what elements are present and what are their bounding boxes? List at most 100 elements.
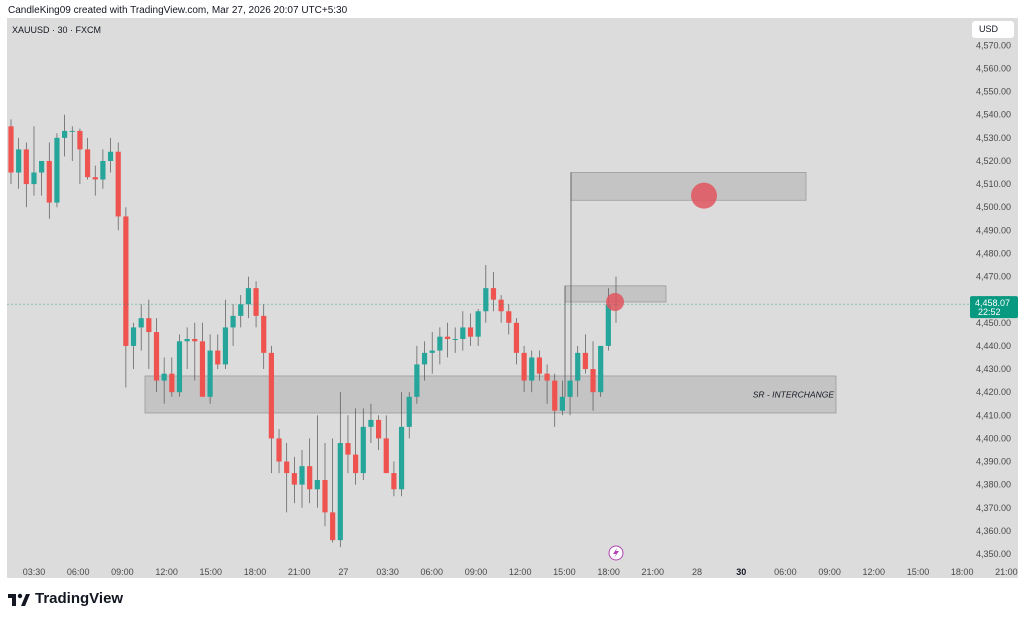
candle [475, 308, 481, 346]
candle-body [153, 332, 160, 381]
candle [69, 126, 75, 161]
candle [575, 345, 581, 397]
candle-body [452, 338, 458, 340]
candle-body [345, 443, 351, 455]
price-tick-label: 4,490.00 [976, 225, 1011, 235]
candle [529, 350, 535, 393]
candle [337, 392, 343, 548]
last-price-countdown: 22:52 [978, 307, 1001, 317]
candle-body [207, 350, 213, 397]
candle-body [84, 149, 91, 178]
lightning-icon[interactable] [608, 545, 624, 561]
candle-body [406, 396, 412, 427]
candle [138, 304, 144, 351]
supply-zone-1[interactable] [570, 172, 807, 201]
price-tick-label: 4,540.00 [976, 110, 1011, 120]
candle-body [483, 288, 489, 312]
candle-body [299, 466, 305, 485]
time-tick-label: 21:00 [288, 567, 311, 577]
candle-body [54, 137, 60, 203]
candle [552, 373, 558, 427]
candle [39, 160, 45, 196]
chart-area[interactable] [7, 18, 1018, 578]
candle [513, 318, 520, 365]
candle [406, 392, 412, 439]
candle [421, 341, 428, 381]
candle-body [360, 426, 366, 474]
price-tick-label: 4,410.00 [976, 410, 1011, 420]
candle-body [559, 396, 565, 411]
candle-body [23, 149, 29, 185]
price-tick-label: 4,500.00 [976, 202, 1011, 212]
candle [176, 334, 183, 397]
candle [23, 142, 29, 208]
target-marker [691, 182, 717, 209]
time-tick-label: 15:00 [907, 567, 930, 577]
candle-body [391, 473, 397, 490]
currency-button[interactable]: USD [972, 21, 1014, 38]
tradingview-logo-icon [8, 593, 30, 606]
candle [276, 429, 282, 474]
price-tick-label: 4,380.00 [976, 480, 1011, 490]
time-tick-label: 28 [692, 567, 702, 577]
zones-layer [144, 172, 837, 414]
time-axis[interactable]: 03:30 06:00 09:00 12:00 15:00 18:00 21:00 27 03:… [23, 567, 1018, 577]
candle [268, 345, 274, 474]
price-tick-label: 4,470.00 [976, 272, 1011, 282]
candle-body [192, 338, 198, 342]
last-price-value: 4,458.07 [975, 298, 1010, 308]
candle [222, 299, 229, 370]
candle-body [444, 336, 451, 339]
candle [245, 276, 252, 319]
time-tick-label: 06:00 [421, 567, 444, 577]
price-tick-label: 4,550.00 [976, 87, 1011, 97]
candle [460, 311, 466, 351]
candle [299, 449, 305, 508]
candle-body [605, 304, 611, 346]
time-tick-label: 21:00 [642, 567, 665, 577]
candle-body [529, 357, 535, 381]
candle [8, 119, 14, 185]
time-tick-label: 15:00 [553, 567, 576, 577]
time-tick-label: 18:00 [951, 567, 974, 577]
candle-body [123, 216, 129, 346]
candle [536, 350, 543, 381]
candle [345, 415, 351, 474]
candle-body [230, 315, 236, 328]
candle-body [222, 327, 229, 365]
candle [291, 456, 297, 504]
candle-body [16, 149, 22, 173]
candle-body [429, 350, 435, 353]
candle [467, 313, 474, 346]
candle [437, 327, 443, 365]
candle [590, 341, 596, 411]
candle-body [598, 345, 604, 393]
sr-interchange-label: SR - INTERCHANGE [753, 389, 835, 399]
candle-body [176, 341, 183, 393]
price-tick-label: 4,530.00 [976, 133, 1011, 143]
candle-body [467, 327, 474, 337]
time-tick-label: 03:30 [23, 567, 46, 577]
price-tick-label: 4,420.00 [976, 387, 1011, 397]
brand-name: TradingView [35, 590, 124, 607]
sr-interchange-zone[interactable] [144, 375, 837, 414]
symbol-label: XAUUSD · 30 · FXCM [12, 25, 102, 35]
candle-body [130, 327, 137, 346]
candle [322, 443, 328, 527]
candle-body [69, 130, 75, 132]
time-tick-label: 09:00 [465, 567, 488, 577]
candle-body [161, 373, 167, 381]
tradingview-logo[interactable]: TradingView [8, 590, 123, 607]
candle [146, 299, 152, 370]
candle-body [475, 311, 481, 337]
candle-body [215, 350, 221, 365]
price-tick-label: 4,360.00 [976, 526, 1011, 536]
candle-body [245, 288, 252, 305]
candle [559, 380, 565, 416]
candles-layer [8, 114, 619, 548]
time-tick-label: 03:30 [376, 567, 399, 577]
candle-body [498, 299, 504, 312]
time-tick-label: 18:00 [244, 567, 267, 577]
last-price-tag [970, 296, 1018, 319]
candle-body [238, 304, 244, 316]
